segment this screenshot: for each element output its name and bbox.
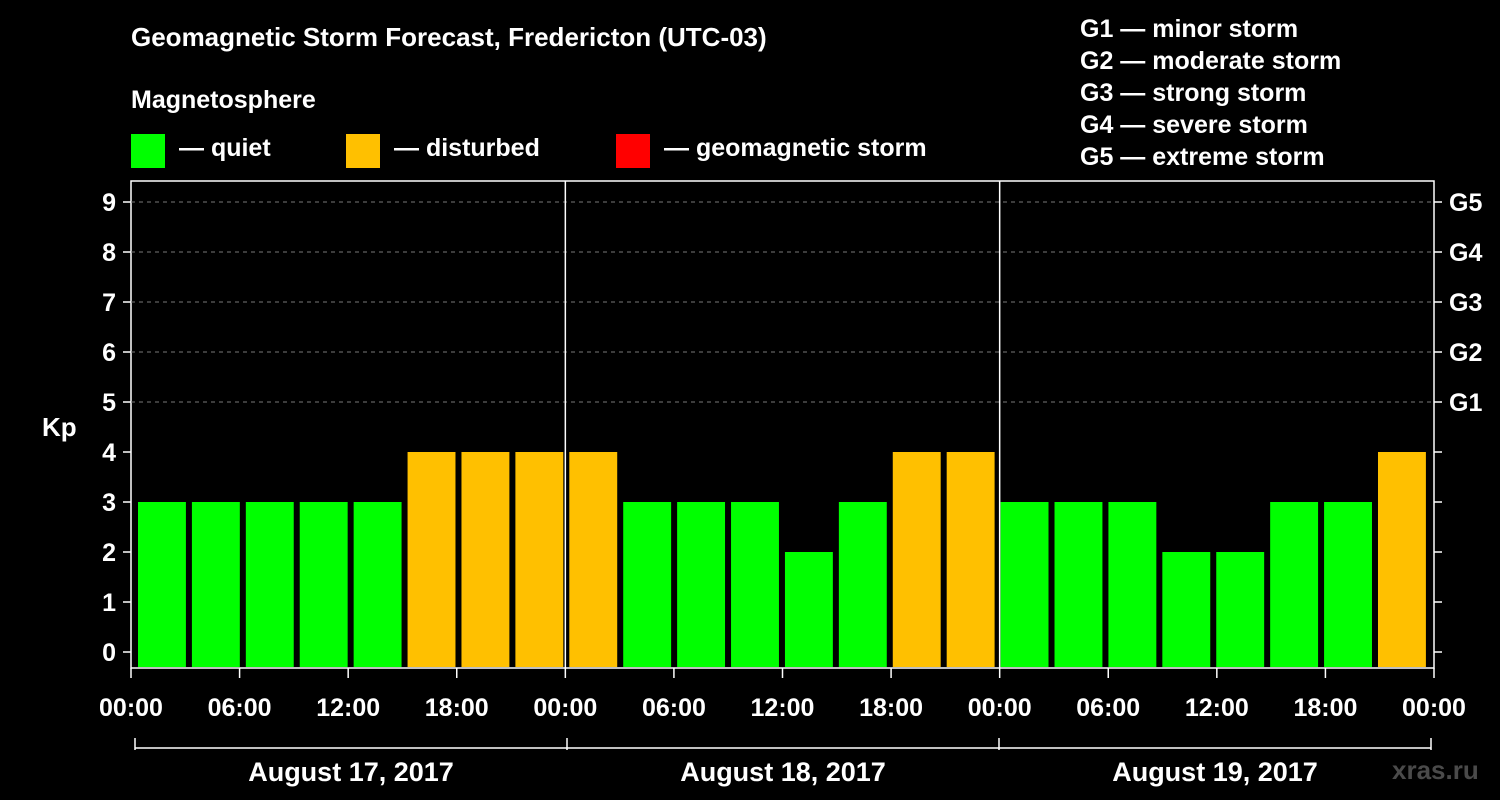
kp-bar [353,502,402,667]
kp-bar [838,502,887,667]
x-tick-label: 18:00 [425,694,489,722]
x-tick-label: 00:00 [1402,694,1466,722]
storm-level-g4: G4 — severe storm [1080,111,1308,139]
y-tick-label: 4 [102,439,116,467]
day-label: August 17, 2017 [248,757,454,787]
y-tick-label: 5 [102,389,116,417]
legend-swatch-disturbed [346,134,380,168]
day-label: August 19, 2017 [1112,757,1318,787]
storm-level-g1: G1 — minor storm [1080,15,1299,43]
legend-swatch-quiet [131,134,165,168]
y-tick-label: 8 [102,239,116,267]
watermark: xras.ru [1392,755,1479,785]
x-tick-label: 06:00 [642,694,706,722]
kp-bar [1270,502,1319,667]
kp-bar [515,452,564,667]
right-g-label: G3 [1449,289,1482,317]
storm-level-list: G1 — minor storm G2 — moderate storm G3 … [1080,14,1341,174]
kp-bar [1054,502,1103,667]
x-tick-label: 12:00 [316,694,380,722]
y-tick-label: 3 [102,489,116,517]
right-g-label: G4 [1449,239,1482,267]
legend-swatch-storm [616,134,650,168]
storm-level-g5: G5 — extreme storm [1080,143,1325,171]
y-tick-label: 0 [102,639,116,667]
legend-label-quiet: — quiet [179,134,271,162]
kp-bar [1000,502,1049,667]
y-tick-label: 7 [102,289,116,317]
legend-label-disturbed: — disturbed [394,134,540,162]
kp-bar [1324,502,1372,667]
y-tick-label: 1 [102,589,116,617]
x-tick-label: 12:00 [751,694,815,722]
kp-bar [1216,552,1265,667]
x-tick-label: 00:00 [968,694,1032,722]
day-label: August 18, 2017 [680,757,886,787]
x-tick-label: 00:00 [99,694,163,722]
kp-bar [138,502,186,667]
kp-bar [784,552,833,667]
kp-bar [461,452,510,667]
kp-bar [569,452,618,667]
y-tick-label: 6 [102,339,116,367]
storm-level-g3: G3 — strong storm [1080,79,1307,107]
x-tick-label: 12:00 [1185,694,1249,722]
kp-bar [299,502,348,667]
kp-bar [946,452,995,667]
x-tick-label: 18:00 [859,694,923,722]
kp-bar [245,502,294,667]
right-g-label: G5 [1449,189,1482,217]
magnetosphere-label: Magnetosphere [131,86,316,114]
y-axis-label: Kp [42,412,77,442]
kp-bar [191,502,240,667]
y-tick-label: 2 [102,539,116,567]
kp-bar [1108,502,1157,667]
right-g-label: G1 [1449,389,1482,417]
x-tick-label: 00:00 [533,694,597,722]
kp-bar [623,502,672,667]
x-tick-label: 06:00 [208,694,272,722]
kp-bar [1377,452,1426,667]
kp-bar [731,502,779,667]
legend-label-storm: — geomagnetic storm [664,134,927,162]
kp-bar [1162,552,1211,667]
chart-title: Geomagnetic Storm Forecast, Fredericton … [131,22,767,52]
kp-bar [407,452,456,667]
kp-bar [677,502,726,667]
y-tick-label: 9 [102,189,116,217]
right-g-label: G2 [1449,339,1482,367]
kp-bar [892,452,941,667]
x-tick-label: 18:00 [1293,694,1357,722]
x-tick-label: 06:00 [1076,694,1140,722]
storm-level-g2: G2 — moderate storm [1080,47,1342,75]
